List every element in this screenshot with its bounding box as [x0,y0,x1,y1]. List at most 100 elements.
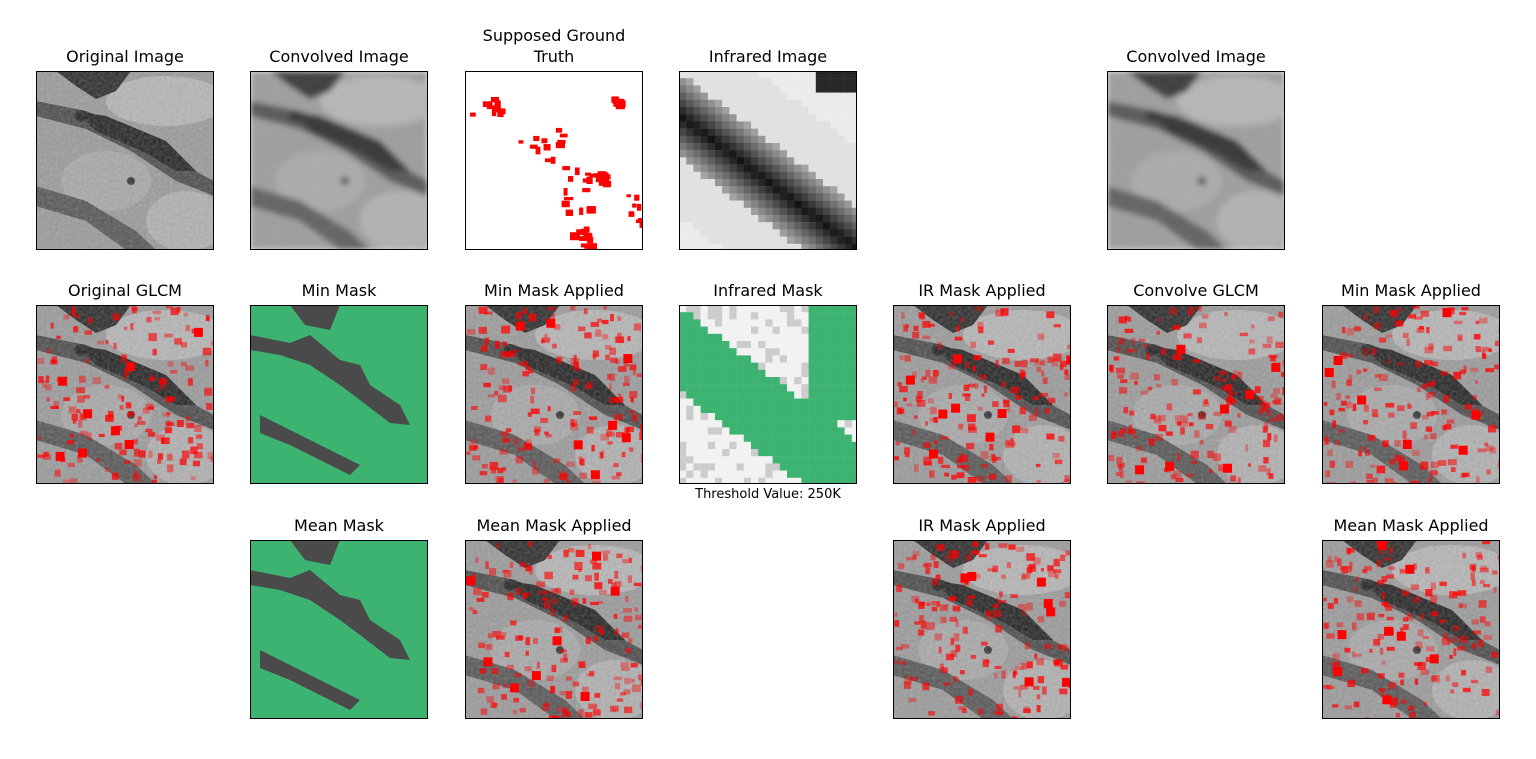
ir-pixel [715,215,723,223]
ir-pixel [794,222,802,230]
panel-title: IR Mask Applied [893,255,1071,301]
ir-pixel [700,107,708,115]
red-pixel [1333,555,1339,563]
red-block [960,573,970,583]
truth-pixel [555,142,565,149]
red-pixel [1453,648,1457,656]
ir-pixel [707,186,716,194]
red-pixel [1369,648,1373,653]
red-pixel [1035,463,1041,468]
ir-pixel [679,441,687,450]
ir-pixel [844,229,852,237]
ir-pixel [722,171,730,180]
ir-pixel [707,121,716,129]
red-pixel [1424,360,1433,366]
red-pixel [1263,457,1269,464]
red-pixel [1331,380,1336,389]
ir-pixel [722,71,730,79]
ir-pixel [815,229,824,237]
red-block [1471,410,1481,420]
ir-pixel [844,305,852,313]
ir-pixel [729,222,737,230]
red-pixel [931,607,938,612]
red-pixel [42,380,47,388]
ir-pixel [794,348,802,356]
ir-pixel [751,236,759,244]
ir-pixel [700,164,708,172]
red-pixel [1175,478,1184,483]
red-pixel [615,336,625,343]
red-pixel [973,573,981,579]
ir-pixel [743,186,752,194]
ir-pixel [779,164,788,172]
ir-pixel [679,319,687,327]
red-pixel [1224,312,1228,316]
red-pixel [1471,579,1476,587]
red-pixel [629,364,637,371]
ir-pixel [779,319,788,327]
ir-pixel [729,186,737,194]
ir-pixel [693,171,701,180]
red-block [1357,395,1367,405]
ir-pixel [844,186,852,194]
red-pixel [165,305,173,309]
red-pixel [1016,546,1025,552]
red-pixel [914,621,921,625]
ir-pixel [787,456,795,464]
red-pixel [1065,550,1071,556]
ir-pixel [679,207,687,216]
ir-pixel [844,463,852,471]
ir-pixel [729,384,737,392]
ir-pixel [779,456,788,464]
ir-pixel [851,427,857,435]
ir-pixel [765,456,773,464]
red-pixel [1332,661,1340,669]
ir-pixel [736,362,744,370]
ir-pixel [736,391,744,399]
red-pixel [190,476,196,481]
red-pixel [1482,540,1491,545]
red-pixel [1046,433,1055,440]
red-pixel [912,371,917,378]
ir-pixel [679,391,687,399]
red-block [1223,463,1233,473]
red-pixel [1063,645,1070,652]
red-pixel [76,409,81,414]
red-pixel [469,439,477,446]
ir-pixel [751,243,759,250]
ir-pixel [808,179,816,187]
red-pixel [894,620,900,627]
ir-pixel [815,215,824,223]
red-pixel [507,592,514,601]
red-pixel [145,428,153,433]
ir-pixel [801,449,809,457]
panel-frame [1322,305,1500,484]
red-pixel [565,461,575,467]
red-block [1333,356,1343,366]
red-pixel [1251,324,1255,329]
ir-pixel [823,186,831,194]
red-pixel [1345,461,1354,469]
red-pixel [571,598,579,606]
ir-pixel [779,413,788,421]
red-pixel [551,598,559,604]
red-pixel [1047,565,1054,572]
red-pixel [1363,348,1369,356]
red-pixel [42,454,51,460]
red-pixel [494,390,499,396]
red-pixel [1011,716,1016,719]
ir-pixel [707,470,716,478]
truth-pixel [497,112,504,118]
red-pixel [1346,547,1352,555]
ir-pixel [707,207,716,216]
ir-pixel [837,121,845,129]
ir-pixel [808,434,816,442]
ir-pixel [722,463,730,471]
red-pixel [513,697,520,703]
ir-pixel [830,405,838,414]
red-pixel [1438,460,1447,466]
ir-pixel [729,107,737,115]
red-pixel [988,473,997,480]
red-pixel [500,632,507,637]
ir-pixel [830,78,838,86]
